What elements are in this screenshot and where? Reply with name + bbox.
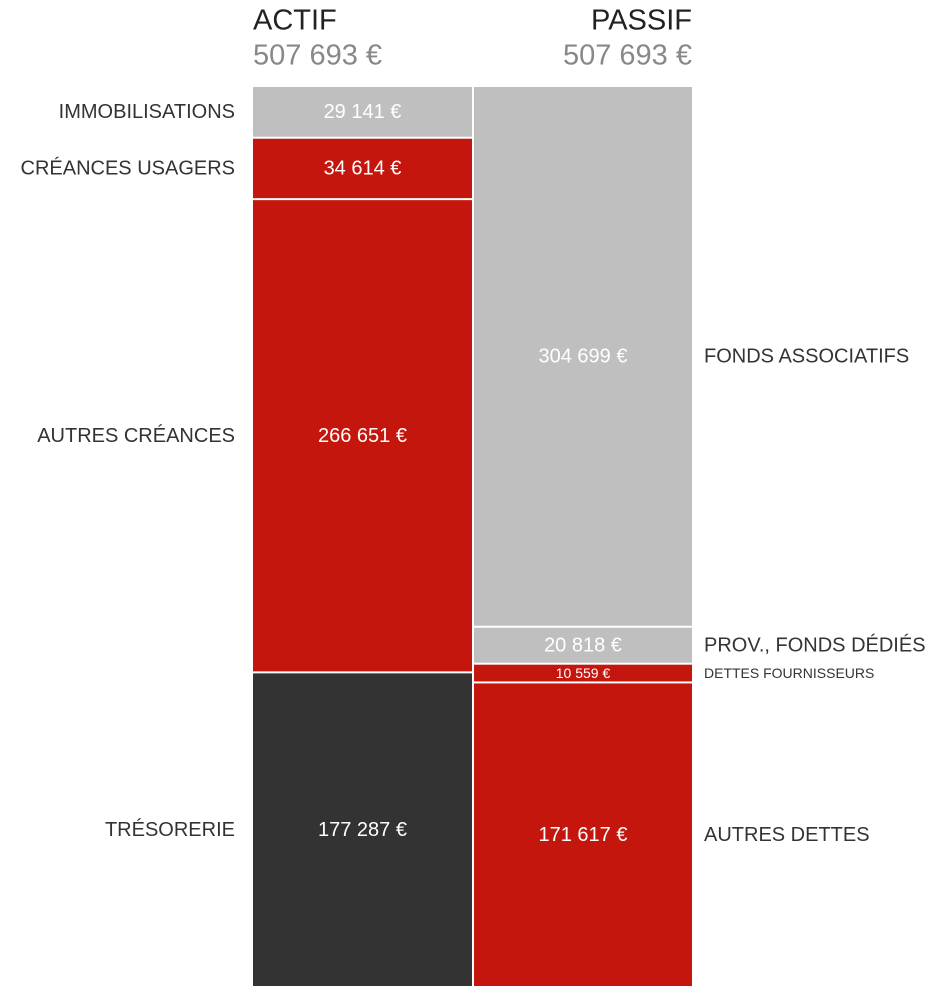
column-title: ACTIF (253, 5, 337, 37)
column-total: 507 693 € (563, 40, 692, 72)
segment-category-label: DETTES FOURNISSEURS (704, 665, 874, 681)
segment (253, 138, 472, 199)
segment-category-label: AUTRES CRÉANCES (37, 424, 235, 447)
segment-value-label: 34 614 € (324, 158, 402, 180)
segment-category-label: TRÉSORERIE (105, 818, 235, 841)
segment (253, 87, 472, 137)
segment-value-label: 177 287 € (318, 819, 407, 841)
segment (474, 627, 692, 663)
column-title: PASSIF (591, 5, 692, 37)
segment-value-label: 20 818 € (544, 635, 622, 657)
segment-value-label: 304 699 € (539, 346, 628, 368)
segment-category-label: IMMOBILISATIONS (59, 101, 235, 123)
segment-value-label: 10 559 € (556, 665, 611, 681)
column-total: 507 693 € (253, 40, 382, 72)
segment (474, 664, 692, 682)
segment-value-label: 171 617 € (539, 824, 628, 846)
segment-category-label: PROV., FONDS DÉDIÉS (704, 634, 926, 657)
segment (253, 673, 472, 986)
segment-category-label: CRÉANCES USAGERS (21, 157, 236, 180)
segment-category-label: AUTRES DETTES (704, 824, 870, 846)
segment-value-label: 266 651 € (318, 425, 407, 447)
segment-category-label: FONDS ASSOCIATIFS (704, 346, 909, 368)
segment (474, 87, 692, 626)
segment-value-label: 29 141 € (324, 101, 402, 123)
segment (253, 200, 472, 672)
segment (474, 683, 692, 986)
